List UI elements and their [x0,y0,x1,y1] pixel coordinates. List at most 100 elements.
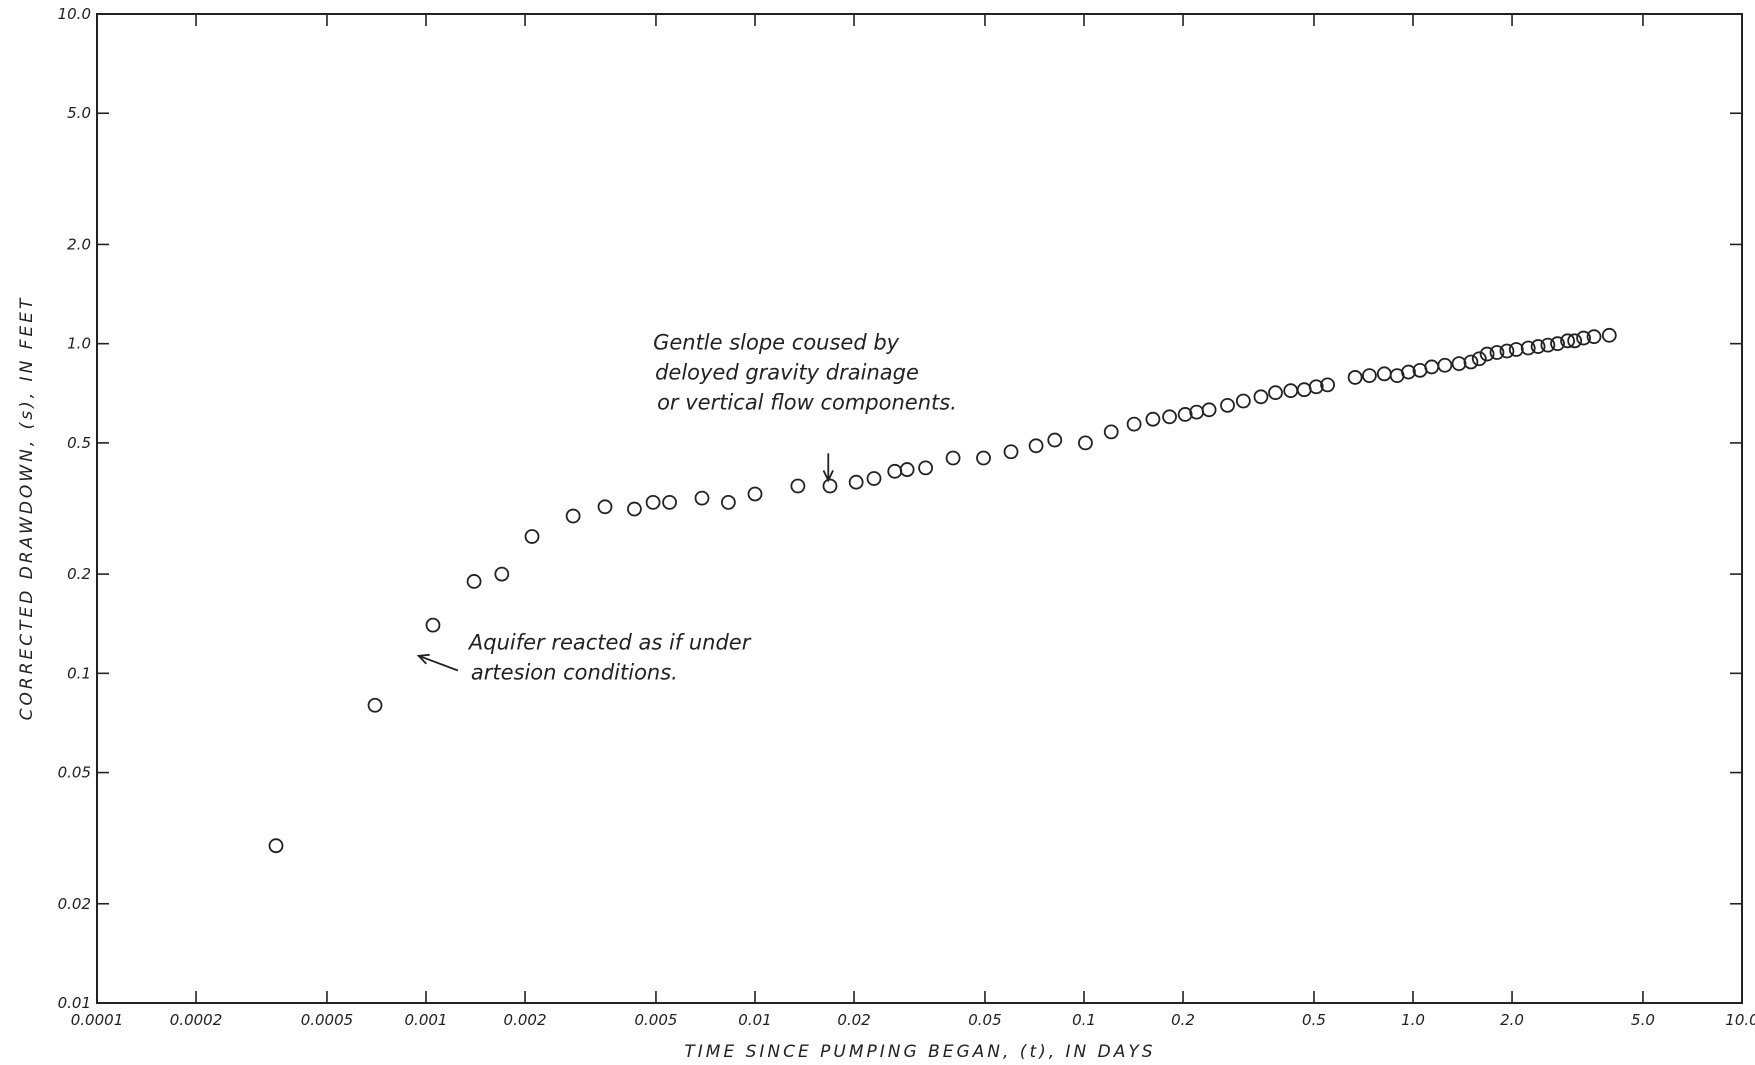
y-tick-label: 0.05 [58,764,91,782]
data-point [1424,359,1440,375]
data-point [1499,343,1515,359]
annotation-arrowhead [416,653,430,665]
data-point [1126,416,1142,432]
x-tick-label: 0.002 [504,1011,547,1029]
data-point [1253,389,1269,405]
data-point [1308,379,1324,395]
x-tick-label: 0.5 [1302,1011,1326,1029]
data-point [1201,402,1217,418]
data-point [565,508,581,524]
y-axis-ticks: 0.01 0.02 0.05 0.1 0.2 0.5 1.0 2.0 5.0 10.0 [58,5,1742,1012]
data-point [1296,382,1312,398]
data-point [1078,435,1093,451]
y-tick-label: 10.0 [58,5,91,23]
data-point [1586,329,1602,345]
data-point [1471,351,1487,367]
data-point [1520,340,1536,356]
x-tick-label: 0.2 [1171,1011,1195,1029]
data-point [1162,409,1177,425]
x-axis-ticks: 0.0001 0.0002 0.0005 0.001 0.002 0.005 0.01 0.0… [71,14,1755,1029]
data-points [268,327,1617,854]
x-tick-label: 10.0 [1725,1011,1755,1029]
data-point [1145,411,1161,427]
annotation-text: artesion conditions. [471,661,678,685]
y-tick-label: 0.1 [67,664,91,682]
data-point [1401,364,1416,380]
y-tick-label: 2.0 [67,235,91,253]
data-point [627,501,642,517]
data-point [367,697,383,713]
x-tick-label: 0.01 [738,1011,771,1029]
data-point [425,617,441,633]
data-point [1567,333,1583,349]
data-point [1220,397,1235,413]
data-point [1047,432,1063,448]
x-tick-label: 0.0002 [170,1011,223,1029]
data-point [466,574,482,589]
annotation-text: Gentle slope coused by [653,331,900,355]
data-point [1550,336,1565,352]
data-point [720,494,736,510]
data-point [1508,342,1524,357]
data-point [1177,407,1193,422]
annotation-text: or vertical flow components. [657,391,957,415]
x-tick-label: 0.0005 [301,1011,354,1029]
data-point [524,529,540,544]
data-point [976,450,991,466]
x-tick-label: 0.1 [1072,1011,1096,1029]
data-point [899,462,915,477]
plot-frame [96,13,1743,1004]
x-tick-label: 5.0 [1631,1011,1655,1029]
data-point [1103,424,1119,440]
annotation-text: Aquifer reacted as if under [467,631,752,655]
x-tick-label: 0.005 [634,1011,677,1029]
data-point [645,494,661,510]
y-tick-label: 1.0 [67,335,91,353]
y-tick-label: 0.01 [58,994,91,1012]
y-tick-label: 0.5 [67,434,91,452]
x-tick-label: 0.001 [405,1011,448,1029]
data-point [1463,354,1479,370]
data-point [1376,366,1392,382]
data-point [597,499,613,515]
y-tick-label: 0.2 [67,565,91,583]
data-point [1479,346,1495,362]
data-point [822,478,838,494]
data-point [1437,357,1453,373]
annotations: Gentle slope coused by deloyed gravity dr… [416,331,957,685]
data-point [1003,444,1019,460]
data-point [1320,377,1335,393]
data-point [1560,333,1575,349]
y-tick-label: 0.02 [58,895,91,913]
data-point [1601,327,1617,343]
data-point [1347,370,1363,385]
x-tick-label: 1.0 [1401,1011,1425,1029]
annotation-text: deloyed gravity drainage [655,361,919,385]
x-tick-label: 2.0 [1500,1011,1524,1029]
data-point [1530,339,1546,354]
data-point [1361,368,1377,384]
data-point [848,474,864,490]
annotation-arrowhead [822,470,834,483]
data-point [1451,356,1467,372]
y-axis-title: CORRECTED DRAWDOWN, (s), IN FEET [17,296,37,721]
data-point [945,450,961,466]
x-tick-label: 0.05 [968,1011,1001,1029]
data-point [1283,383,1299,399]
data-point [747,486,763,502]
x-axis-title: TIME SINCE PUMPING BEGAN, (t), IN DAYS [684,1042,1155,1062]
data-point [1489,345,1505,360]
data-point [1235,393,1251,409]
data-point [1576,330,1591,346]
y-tick-label: 5.0 [67,104,91,122]
data-point [1268,385,1283,401]
data-point [662,494,677,510]
data-point [866,471,882,486]
annotation-arrow [418,654,459,672]
x-tick-label: 0.02 [837,1011,870,1029]
data-point [694,490,710,506]
data-point [1540,337,1556,353]
data-point [1028,438,1044,454]
data-point [790,478,806,494]
